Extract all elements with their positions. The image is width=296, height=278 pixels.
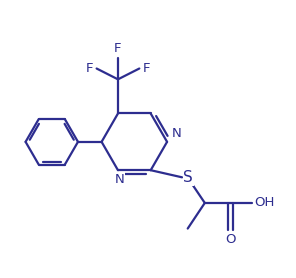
- Text: N: N: [172, 126, 182, 140]
- Text: S: S: [184, 170, 193, 185]
- Text: F: F: [114, 42, 122, 54]
- Text: F: F: [143, 62, 150, 75]
- Text: F: F: [86, 62, 93, 75]
- Text: O: O: [225, 234, 236, 246]
- Text: N: N: [115, 173, 124, 186]
- Text: OH: OH: [255, 197, 275, 209]
